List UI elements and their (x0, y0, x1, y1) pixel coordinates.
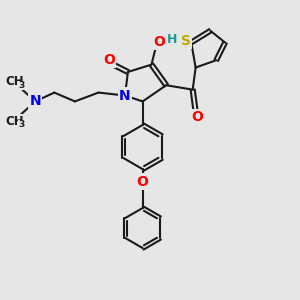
Text: 3: 3 (19, 81, 25, 90)
Text: 3: 3 (19, 120, 25, 129)
Text: N: N (119, 88, 131, 103)
Text: O: O (137, 175, 148, 188)
Text: O: O (191, 110, 203, 124)
Text: O: O (153, 34, 165, 49)
Text: O: O (103, 52, 115, 67)
Text: N: N (29, 94, 41, 108)
Text: CH: CH (6, 75, 25, 88)
Text: CH: CH (6, 115, 25, 128)
Text: H: H (167, 33, 177, 46)
Text: S: S (181, 34, 191, 48)
